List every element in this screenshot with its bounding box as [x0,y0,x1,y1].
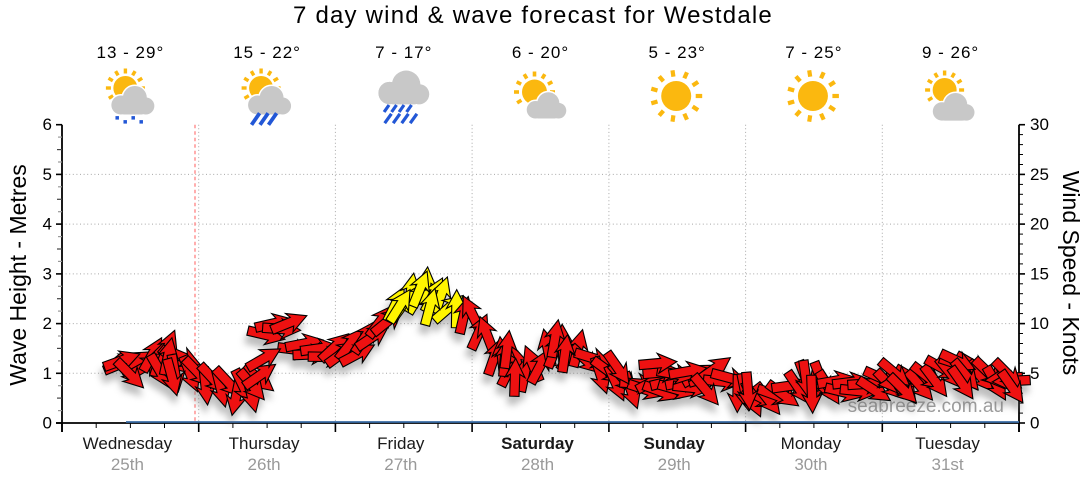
svg-text:0: 0 [43,414,52,433]
svg-text:28th: 28th [521,455,554,474]
svg-text:25: 25 [1030,165,1049,184]
svg-text:29th: 29th [658,455,691,474]
svg-text:6: 6 [43,115,52,134]
svg-text:Friday: Friday [377,434,425,453]
svg-text:5 - 23°: 5 - 23° [649,43,706,62]
svg-text:Saturday: Saturday [501,434,574,453]
svg-text:5: 5 [43,165,52,184]
svg-text:30: 30 [1030,115,1049,134]
svg-text:5: 5 [1030,364,1039,383]
svg-text:30th: 30th [794,455,827,474]
svg-text:10: 10 [1030,314,1049,333]
svg-text:31st: 31st [932,455,964,474]
svg-text:25th: 25th [111,455,144,474]
svg-text:13 - 29°: 13 - 29° [97,43,165,62]
svg-text:15 - 22°: 15 - 22° [233,43,301,62]
svg-text:Wednesday: Wednesday [83,434,173,453]
svg-text:2: 2 [43,314,52,333]
svg-text:7 - 25°: 7 - 25° [785,43,842,62]
svg-text:27th: 27th [384,455,417,474]
svg-text:0: 0 [1030,414,1039,433]
svg-text:seabreeze.com.au: seabreeze.com.au [848,396,1004,417]
svg-text:Monday: Monday [781,434,842,453]
svg-text:7 day wind & wave forecast for: 7 day wind & wave forecast for Westdale [293,2,773,29]
svg-text:4: 4 [43,215,52,234]
svg-text:Tuesday: Tuesday [915,434,980,453]
svg-text:Wind Speed - Knots: Wind Speed - Knots [1058,171,1080,376]
svg-text:9 - 26°: 9 - 26° [922,43,979,62]
svg-text:1: 1 [43,364,52,383]
svg-text:7 - 17°: 7 - 17° [375,43,432,62]
svg-text:Wave Height - Metres: Wave Height - Metres [5,164,31,386]
svg-text:Thursday: Thursday [229,434,300,453]
svg-text:6 - 20°: 6 - 20° [512,43,569,62]
svg-text:26th: 26th [248,455,281,474]
svg-text:20: 20 [1030,215,1049,234]
svg-text:15: 15 [1030,264,1049,283]
svg-text:Sunday: Sunday [643,434,705,453]
svg-text:3: 3 [43,264,52,283]
